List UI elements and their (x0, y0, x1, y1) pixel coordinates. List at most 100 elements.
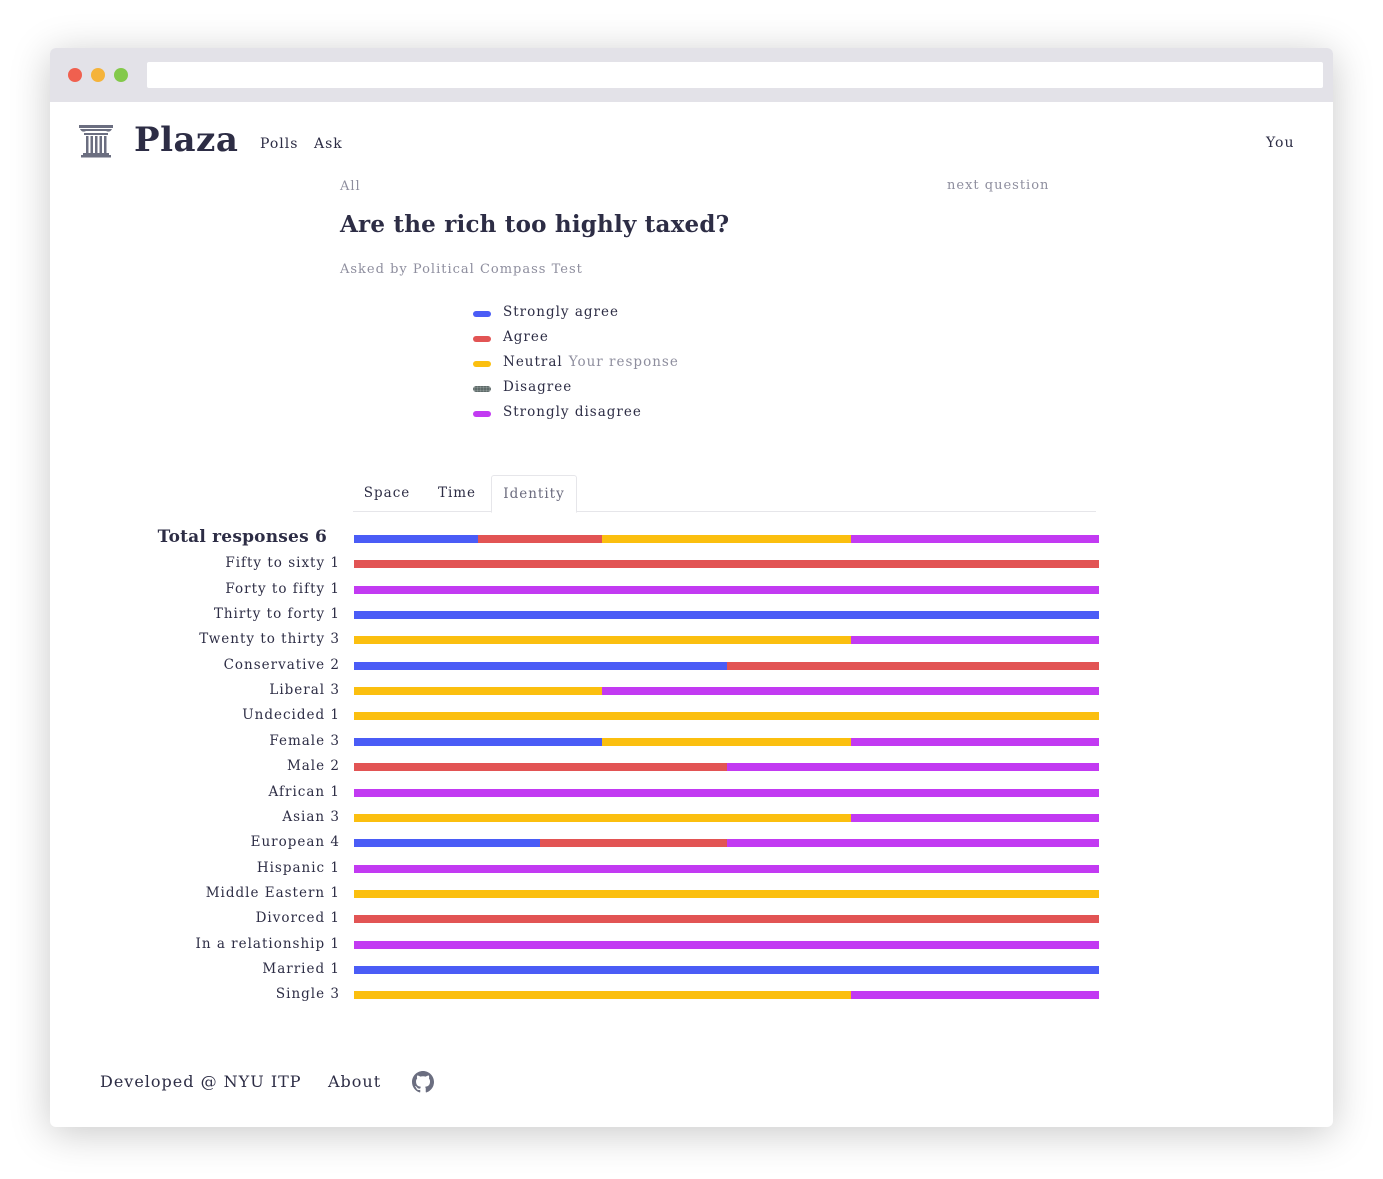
response-bar[interactable] (354, 611, 1099, 619)
bar-segment-neutral (354, 814, 851, 822)
response-bar[interactable] (354, 865, 1099, 873)
response-bar[interactable] (354, 915, 1099, 923)
minimize-window-button[interactable] (91, 68, 105, 82)
row-label: Single 3 (275, 986, 340, 1002)
bar-segment-strongly-agree (354, 966, 1099, 974)
bar-segment-strongly-disagree (851, 636, 1099, 644)
tab-identity[interactable]: Identity (491, 475, 577, 513)
question-title: Are the rich too highly taxed? (340, 211, 730, 238)
row-label: Twenty to thirty 3 (199, 631, 340, 647)
nav-you-link[interactable]: You (1266, 135, 1295, 151)
response-bar[interactable] (354, 890, 1099, 898)
bar-segment-neutral (602, 535, 851, 543)
response-bar[interactable] (354, 763, 1099, 771)
bar-segment-strongly-disagree (851, 535, 1099, 543)
row-label: Married 1 (262, 961, 340, 977)
bar-segment-strongly-disagree (727, 763, 1099, 771)
row-label: Conservative 2 (223, 657, 340, 673)
bar-segment-strongly-disagree (851, 738, 1099, 746)
legend-label: Strongly agree (503, 304, 619, 320)
bar-segment-strongly-disagree (727, 839, 1099, 847)
maximize-window-button[interactable] (114, 68, 128, 82)
breakdown-tabs: Space Time Identity (353, 475, 1096, 513)
legend-swatch (473, 311, 491, 317)
legend-swatch (473, 386, 491, 392)
response-bar[interactable] (354, 789, 1099, 797)
next-question-link[interactable]: next question (947, 178, 1050, 193)
row-label: Asian 3 (282, 809, 340, 825)
total-responses-label: Total responses 6 (157, 527, 327, 547)
legend-label: Strongly disagree (503, 404, 642, 420)
browser-window: Plaza Polls Ask You All next question Ar… (50, 48, 1333, 1127)
row-label: Divorced 1 (255, 910, 340, 926)
bar-segment-agree (354, 915, 1099, 923)
legend-swatch (473, 336, 491, 342)
asked-by-text: Asked by Political Compass Test (340, 262, 583, 277)
bar-segment-strongly-agree (354, 611, 1099, 619)
bar-segment-strongly-agree (354, 839, 540, 847)
nav-ask-link[interactable]: Ask (314, 136, 343, 152)
row-label: Thirty to forty 1 (213, 606, 340, 622)
developed-at-nyu-itp-link[interactable]: Developed @ NYU ITP (100, 1072, 302, 1091)
browser-titlebar (50, 48, 1333, 102)
about-link[interactable]: About (328, 1072, 382, 1091)
bar-segment-strongly-agree (354, 662, 727, 670)
bar-segment-strongly-disagree (851, 991, 1099, 999)
response-bar[interactable] (354, 687, 1099, 695)
bar-segment-agree (478, 535, 602, 543)
nav-polls-link[interactable]: Polls (260, 136, 299, 152)
bar-segment-strongly-disagree (354, 586, 1099, 594)
row-label: Hispanic 1 (256, 860, 340, 876)
bar-segment-neutral (354, 712, 1099, 720)
row-label: European 4 (250, 834, 340, 850)
response-bar[interactable] (354, 662, 1099, 670)
bar-segment-neutral (602, 738, 851, 746)
response-bar[interactable] (354, 966, 1099, 974)
response-bar[interactable] (354, 814, 1099, 822)
bar-segment-neutral (354, 991, 851, 999)
response-bar[interactable] (354, 941, 1099, 949)
bar-segment-agree (354, 560, 1099, 568)
bar-segment-neutral (354, 890, 1099, 898)
bar-segment-agree (540, 839, 727, 847)
column-icon[interactable] (78, 124, 114, 158)
tab-space[interactable]: Space (363, 485, 411, 501)
legend-label: Agree (503, 329, 549, 345)
bar-segment-neutral (354, 636, 851, 644)
bar-segment-strongly-agree (354, 738, 602, 746)
row-label: Male 2 (286, 758, 340, 774)
identity-breakdown-chart: Total responses 6 Fifty to sixty 1 Forty t… (50, 48, 1333, 1127)
address-bar[interactable] (147, 62, 1323, 88)
bar-segment-strongly-disagree (354, 941, 1099, 949)
brand-title[interactable]: Plaza (134, 120, 239, 160)
breadcrumb-all-link[interactable]: All (340, 179, 361, 194)
legend-label: Neutral (503, 354, 563, 370)
row-label: African 1 (268, 784, 340, 800)
response-bar[interactable] (354, 991, 1099, 999)
legend-label: Disagree (503, 379, 573, 395)
row-label: Liberal 3 (269, 682, 340, 698)
legend-swatch (473, 411, 491, 417)
bar-segment-neutral (354, 687, 602, 695)
response-bar[interactable] (354, 636, 1099, 644)
bar-segment-agree (354, 763, 727, 771)
tab-time[interactable]: Time (437, 485, 477, 501)
bar-segment-strongly-disagree (354, 865, 1099, 873)
row-label: Middle Eastern 1 (205, 885, 340, 901)
row-label: Forty to fifty 1 (225, 581, 340, 597)
bar-segment-agree (727, 662, 1099, 670)
row-label: Undecided 1 (242, 707, 340, 723)
github-icon[interactable] (412, 1071, 434, 1093)
response-bar[interactable] (354, 560, 1099, 568)
row-label: Fifty to sixty 1 (225, 555, 340, 571)
response-bar[interactable] (354, 839, 1099, 847)
response-bar[interactable] (354, 738, 1099, 746)
response-bar[interactable] (354, 535, 1099, 543)
bar-segment-strongly-agree (354, 535, 478, 543)
close-window-button[interactable] (68, 68, 82, 82)
response-bar[interactable] (354, 586, 1099, 594)
row-label: Female 3 (269, 733, 340, 749)
row-label: In a relationship 1 (195, 936, 340, 952)
bar-segment-strongly-disagree (602, 687, 1099, 695)
response-bar[interactable] (354, 712, 1099, 720)
